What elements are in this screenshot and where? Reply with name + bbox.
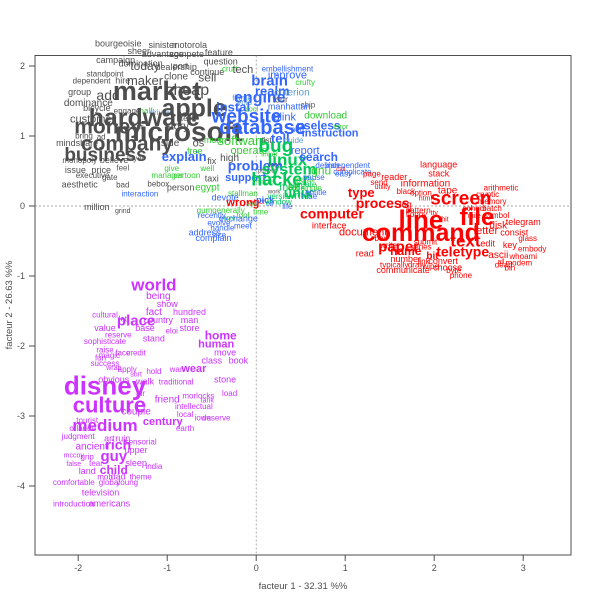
svg-text:base: base xyxy=(135,323,155,333)
svg-text:television: television xyxy=(82,488,120,498)
svg-text:today: today xyxy=(130,59,159,73)
svg-text:key: key xyxy=(503,240,518,250)
svg-text:americans: americans xyxy=(89,498,131,508)
svg-text:store: store xyxy=(179,323,199,333)
svg-text:stone: stone xyxy=(214,374,236,384)
svg-text:2: 2 xyxy=(20,61,25,71)
svg-text:judgment: judgment xyxy=(61,432,96,441)
svg-text:load: load xyxy=(222,389,237,398)
svg-text:create: create xyxy=(294,180,317,189)
svg-text:bin: bin xyxy=(505,263,516,272)
svg-text:-4: -4 xyxy=(17,481,25,491)
svg-text:explain: explain xyxy=(162,149,207,164)
svg-text:glass: glass xyxy=(518,234,537,243)
svg-text:side: side xyxy=(161,138,180,149)
svg-text:bad: bad xyxy=(116,181,129,190)
svg-text:chip: chip xyxy=(301,100,316,109)
svg-text:deserve: deserve xyxy=(202,413,231,422)
svg-text:-1: -1 xyxy=(17,271,25,281)
svg-text:crufty: crufty xyxy=(295,78,315,87)
svg-text:land: land xyxy=(79,466,96,476)
svg-text:life: life xyxy=(282,202,293,211)
svg-text:interaction: interaction xyxy=(121,190,158,199)
svg-text:sleep: sleep xyxy=(125,458,147,468)
svg-text:book: book xyxy=(229,356,249,366)
svg-text:dependent: dependent xyxy=(73,77,112,86)
svg-text:group: group xyxy=(68,87,91,97)
svg-text:hide: hide xyxy=(302,192,318,201)
svg-text:instruction: instruction xyxy=(302,128,359,140)
svg-text:read: read xyxy=(356,248,374,258)
svg-text:0: 0 xyxy=(20,201,25,211)
svg-text:3: 3 xyxy=(521,563,526,573)
svg-text:million: million xyxy=(84,202,110,212)
svg-text:0: 0 xyxy=(254,563,259,573)
svg-text:upper: upper xyxy=(125,445,148,455)
svg-text:stack: stack xyxy=(428,169,450,179)
svg-text:cultural: cultural xyxy=(92,310,118,319)
svg-text:compete: compete xyxy=(170,49,205,59)
svg-text:monopoly: monopoly xyxy=(62,156,97,165)
svg-text:communicate: communicate xyxy=(376,265,430,275)
svg-text:-1: -1 xyxy=(163,563,171,573)
svg-text:hold: hold xyxy=(146,367,161,376)
svg-text:stand: stand xyxy=(143,334,165,344)
svg-text:complain: complain xyxy=(195,233,231,243)
svg-text:utility: utility xyxy=(375,184,391,191)
svg-text:comfortable: comfortable xyxy=(53,478,95,487)
svg-text:1: 1 xyxy=(343,563,348,573)
svg-text:2: 2 xyxy=(432,563,437,573)
svg-text:computer: computer xyxy=(300,206,364,222)
svg-text:layer: layer xyxy=(127,154,145,163)
svg-text:aesthetic: aesthetic xyxy=(62,180,99,190)
svg-text:eloi: eloi xyxy=(165,327,178,336)
svg-text:telegram: telegram xyxy=(506,217,541,227)
svg-text:1: 1 xyxy=(20,131,25,141)
svg-text:grind: grind xyxy=(115,208,131,215)
svg-text:person: person xyxy=(167,183,195,193)
svg-text:traditional: traditional xyxy=(159,378,194,387)
svg-text:credit: credit xyxy=(126,349,146,358)
svg-text:feel: feel xyxy=(116,164,129,173)
svg-text:call: call xyxy=(336,167,345,173)
svg-text:facteur 2 - 26.63 %%: facteur 2 - 26.63 %% xyxy=(4,260,15,349)
svg-text:meet: meet xyxy=(234,221,253,230)
svg-text:tech: tech xyxy=(233,64,254,76)
svg-text:-3: -3 xyxy=(17,411,25,421)
svg-text:-2: -2 xyxy=(74,563,82,573)
svg-text:-2: -2 xyxy=(17,341,25,351)
svg-text:wear: wear xyxy=(180,363,207,375)
svg-text:young: young xyxy=(116,478,138,487)
svg-text:facteur 1 - 32.31 %%: facteur 1 - 32.31 %% xyxy=(259,581,348,592)
svg-text:phone: phone xyxy=(450,271,473,280)
svg-text:cartoon: cartoon xyxy=(173,171,200,180)
svg-text:earth: earth xyxy=(176,424,194,433)
svg-text:port: port xyxy=(173,61,189,71)
svg-text:well: well xyxy=(199,164,214,173)
svg-text:india: india xyxy=(145,462,162,471)
